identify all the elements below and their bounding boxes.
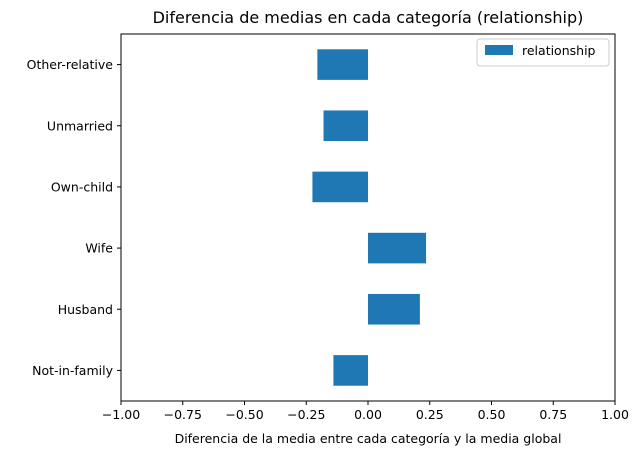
x-tick-label: 0.50 xyxy=(478,407,506,422)
x-axis-ticks: −1.00 −0.75 −0.50 −0.25 0.00 0.25 0.50 0.75 1.00 xyxy=(102,401,629,422)
y-tick-label: Own-child xyxy=(51,179,113,194)
chart-title: Diferencia de medias en cada categoría (… xyxy=(153,8,584,27)
x-tick-label: −0.50 xyxy=(225,407,263,422)
x-axis-label: Diferencia de la media entre cada catego… xyxy=(175,431,562,446)
x-tick-label: −0.25 xyxy=(287,407,325,422)
x-tick-label: 0.75 xyxy=(539,407,567,422)
y-axis-ticks: Not-in-family Husband Wife Own-child Unmarri… xyxy=(27,57,121,378)
bar-husband xyxy=(368,293,420,325)
x-tick-label: 0.25 xyxy=(416,407,444,422)
bar-other-relative xyxy=(317,49,368,80)
y-tick-label: Other-relative xyxy=(27,57,114,72)
y-tick-label: Husband xyxy=(58,302,113,317)
y-tick-label: Wife xyxy=(85,241,113,256)
x-tick-label: 1.00 xyxy=(601,407,629,422)
bar-own-child xyxy=(312,171,368,203)
bars-group xyxy=(312,49,427,386)
legend-swatch xyxy=(485,45,513,55)
x-tick-label: −1.00 xyxy=(102,407,140,422)
legend-label: relationship xyxy=(522,43,596,58)
bar-unmarried xyxy=(323,110,368,142)
x-tick-label: −0.75 xyxy=(164,407,202,422)
y-tick-label: Not-in-family xyxy=(32,363,113,378)
x-tick-label: 0.00 xyxy=(354,407,382,422)
legend: relationship xyxy=(476,38,610,67)
bar-not-in-family xyxy=(333,355,368,386)
bar-wife xyxy=(368,232,427,264)
plot-frame xyxy=(120,33,616,402)
y-tick-label: Unmarried xyxy=(47,118,113,133)
